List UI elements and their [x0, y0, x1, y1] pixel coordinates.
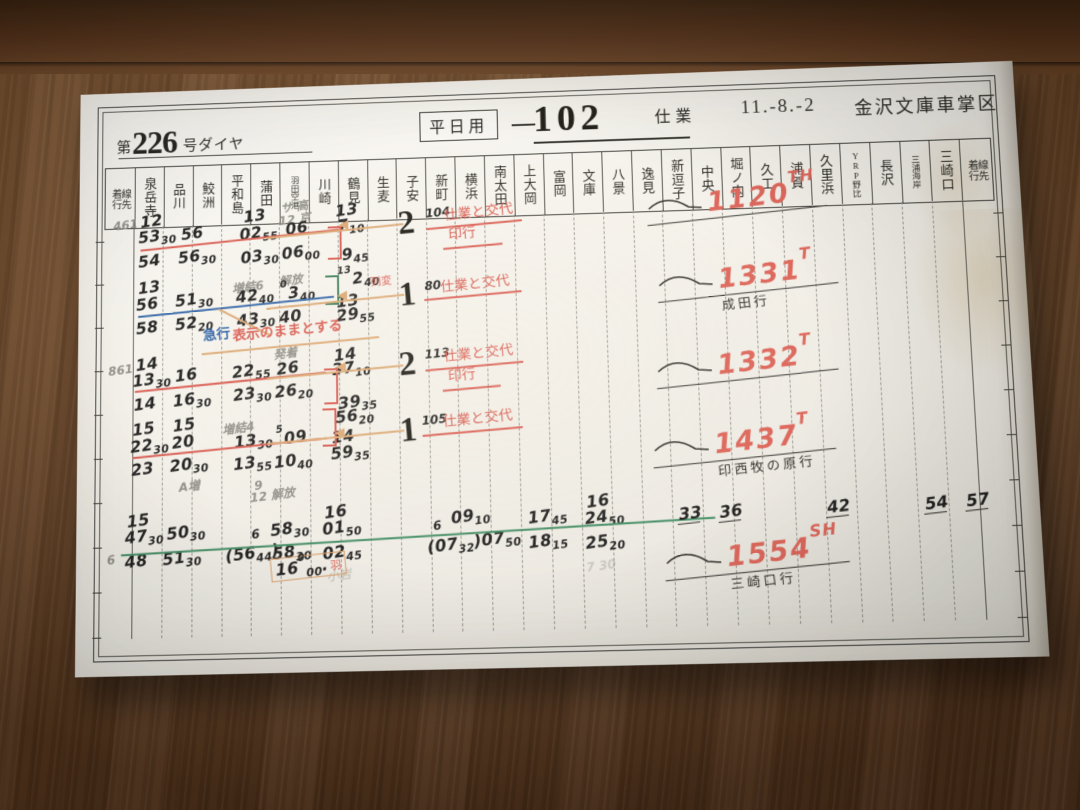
- desk-plank-seam: [0, 62, 1080, 67]
- desk-far-edge: [0, 0, 1080, 74]
